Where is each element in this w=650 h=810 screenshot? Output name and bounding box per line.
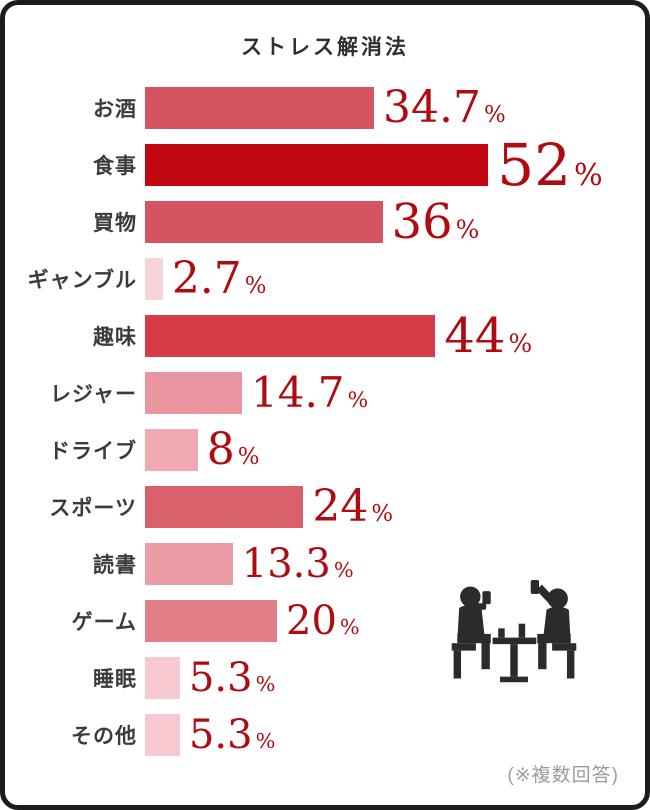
bar-row: ゲーム 20%	[5, 592, 645, 649]
bar-value-number: 44	[444, 307, 506, 364]
bar-rect	[145, 314, 436, 357]
percent-sign: %	[237, 443, 260, 470]
bar-value-number: 20	[286, 597, 337, 644]
bar-row: 読書 13.3%	[5, 535, 645, 592]
bar-rect	[145, 656, 180, 699]
chart-title: ストレス解消法	[241, 36, 409, 59]
bar-value-number: 34.7	[383, 81, 481, 133]
bar-rect	[145, 485, 304, 528]
bar-value-number: 36	[391, 193, 453, 250]
bar-value: 8%	[207, 427, 260, 472]
bar-category-label: レジャー	[50, 382, 137, 406]
bar-row: ギャンブル 2.7%	[5, 250, 645, 307]
bar-value-number: 2.7	[171, 252, 242, 304]
bar-category-label: 食事	[93, 154, 137, 178]
bar-chart: お酒 34.7% 食事 52% 買物 36% ギャンブル 2.7% 趣味 44% レジャー 14.7%…	[5, 79, 645, 763]
bar-category-label: 趣味	[93, 325, 137, 349]
bar-value: 36%	[392, 198, 480, 246]
bar-value-number: 14.7	[251, 367, 345, 417]
bar-row: お酒 34.7%	[5, 79, 645, 136]
percent-sign: %	[339, 614, 360, 639]
percent-sign: %	[508, 328, 533, 358]
bar-rect	[145, 143, 489, 186]
bar-row: その他 5.3%	[5, 706, 645, 763]
percent-sign: %	[371, 500, 394, 527]
percent-sign: %	[347, 387, 369, 413]
percent-sign: %	[244, 272, 267, 299]
bar-row: レジャー 14.7%	[5, 364, 645, 421]
bar-category-label: その他	[71, 724, 137, 748]
bar-value-number: 13.3	[241, 540, 331, 587]
bar-row: 睡眠 5.3%	[5, 649, 645, 706]
bar-rect	[145, 200, 383, 243]
percent-sign: %	[255, 671, 276, 696]
bar-category-label: 睡眠	[93, 667, 137, 691]
bar-value-number: 52	[497, 130, 571, 199]
bar-value-number: 8	[206, 423, 235, 475]
bar-category-label: ギャンブル	[27, 268, 137, 292]
bar-value-number: 5.3	[188, 711, 253, 758]
bar-row: ドライブ 8%	[5, 421, 645, 478]
bar-category-label: ゲーム	[71, 610, 137, 634]
percent-sign: %	[483, 101, 506, 128]
bar-row: 食事 52%	[5, 136, 645, 194]
bar-row: スポーツ 24%	[5, 478, 645, 535]
percent-sign: %	[574, 157, 603, 193]
bar-category-label: 買物	[93, 211, 137, 235]
bar-row: 趣味 44%	[5, 307, 645, 364]
bar-row: 買物 36%	[5, 193, 645, 250]
bar-value: 34.7%	[383, 85, 506, 130]
percent-sign: %	[455, 214, 480, 244]
bar-rect	[145, 371, 243, 414]
bar-category-label: ドライブ	[49, 439, 137, 463]
bar-value: 52%	[497, 136, 602, 194]
bar-rect	[145, 599, 277, 642]
bar-rect	[145, 428, 198, 471]
bar-value: 44%	[444, 312, 532, 360]
bar-value-number: 24	[312, 480, 369, 532]
percent-sign: %	[255, 728, 276, 753]
bar-value: 5.3%	[189, 658, 275, 698]
percent-sign: %	[333, 557, 354, 582]
bar-value: 5.3%	[189, 715, 275, 755]
bar-value: 13.3%	[242, 544, 354, 584]
bar-rect	[145, 86, 375, 129]
bar-value: 2.7%	[172, 256, 267, 301]
two-people-dining-icon	[435, 580, 593, 701]
bar-rect	[145, 542, 233, 585]
bar-category-label: 読書	[93, 553, 137, 577]
footnote: (※複数回答)	[507, 765, 619, 786]
bar-value: 24%	[312, 484, 394, 529]
bar-rect	[145, 713, 180, 756]
bar-category-label: お酒	[93, 97, 137, 121]
bar-value: 14.7%	[251, 371, 369, 414]
bar-category-label: スポーツ	[49, 496, 137, 520]
bar-value-number: 5.3	[188, 654, 253, 701]
bar-value: 20%	[286, 601, 360, 641]
bar-rect	[145, 257, 163, 300]
